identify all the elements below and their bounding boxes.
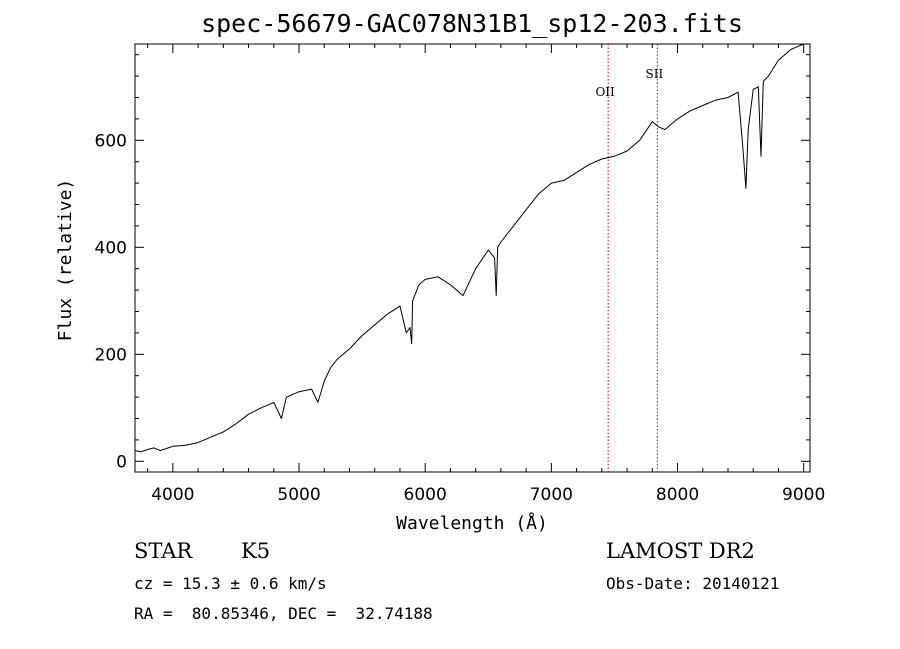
- coordinates-text: RA = 80.85346, DEC = 32.74188: [134, 604, 433, 623]
- flux-line: [134, 43, 804, 453]
- y-tick-label: 600: [95, 131, 127, 151]
- y-axis-label: Flux (relative): [55, 179, 76, 342]
- redshift-text: cz = 15.3 ± 0.6 km/s: [134, 574, 327, 593]
- y-tick-label: 0: [116, 452, 127, 472]
- line-markers: OII SII: [595, 44, 663, 472]
- x-tick-label: 9000: [782, 485, 825, 505]
- y-tick-label: 400: [95, 238, 127, 258]
- chart-title: spec-56679-GAC078N31B1_sp12-203.fits: [201, 9, 743, 38]
- line-marker-label-1: SII: [645, 67, 663, 81]
- x-tick-label: 6000: [404, 485, 447, 505]
- y-tick-label: 200: [95, 345, 127, 365]
- obs-date-text: Obs-Date: 20140121: [606, 574, 780, 593]
- object-class: STAR: [134, 539, 193, 563]
- line-marker-label-0: OII: [595, 85, 615, 99]
- object-subclass: K5: [241, 539, 271, 563]
- x-tick-label: 8000: [656, 485, 699, 505]
- x-tick-label: 4000: [151, 485, 194, 505]
- x-tick-label: 7000: [530, 485, 573, 505]
- x-tick-label: 5000: [277, 485, 320, 505]
- plot-frame: [134, 43, 811, 473]
- plot-axes: 4000 5000 6000 7000 8000 9000 0 200 400 600: [95, 43, 825, 505]
- x-axis-label: Wavelength (Å): [396, 512, 548, 534]
- survey-label: LAMOST DR2: [606, 539, 755, 563]
- series-layer: [134, 43, 804, 453]
